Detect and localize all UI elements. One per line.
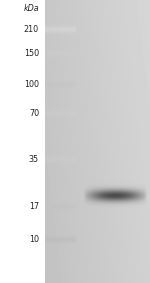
Text: 35: 35 [29, 155, 39, 164]
Text: kDa: kDa [23, 4, 39, 13]
Text: 100: 100 [24, 80, 39, 89]
Text: 150: 150 [24, 49, 39, 58]
Text: 17: 17 [29, 202, 39, 211]
Text: 10: 10 [29, 235, 39, 244]
Text: 210: 210 [24, 25, 39, 34]
Text: 70: 70 [29, 109, 39, 118]
